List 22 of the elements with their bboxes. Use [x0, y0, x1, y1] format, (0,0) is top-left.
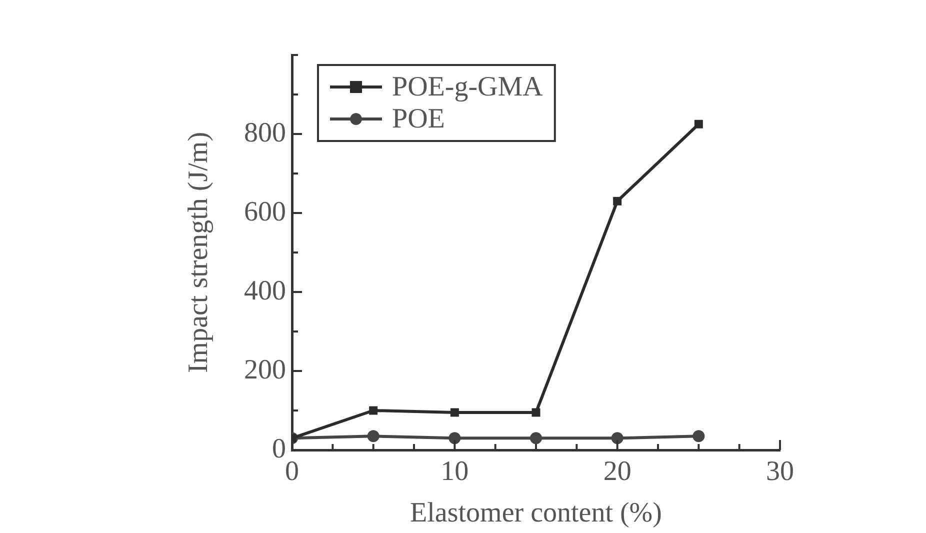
- y-axis-title: Impact strength (J/m): [183, 132, 214, 374]
- y-tick-label: 400: [244, 275, 286, 306]
- y-tick-label: 600: [244, 196, 286, 228]
- legend-label: POE-g-GMA: [392, 71, 544, 102]
- point: [532, 408, 540, 417]
- x-tick-label: 20: [603, 456, 632, 488]
- point: [611, 432, 624, 444]
- point: [369, 406, 378, 415]
- point: [448, 432, 461, 444]
- legend-label: POE: [392, 103, 445, 134]
- y-tick-label: 800: [244, 117, 286, 148]
- y-tick-label: 200: [244, 354, 286, 386]
- point: [694, 120, 703, 128]
- x-tick-label: 10: [440, 456, 469, 488]
- x-tick-label: 30: [766, 456, 794, 488]
- point: [530, 432, 542, 444]
- x-axis-title: Elastomer content (%): [410, 498, 662, 529]
- y-tick-label: 0: [272, 433, 286, 464]
- point: [450, 408, 459, 417]
- point: [367, 430, 380, 442]
- point: [613, 196, 622, 206]
- point: [692, 430, 705, 442]
